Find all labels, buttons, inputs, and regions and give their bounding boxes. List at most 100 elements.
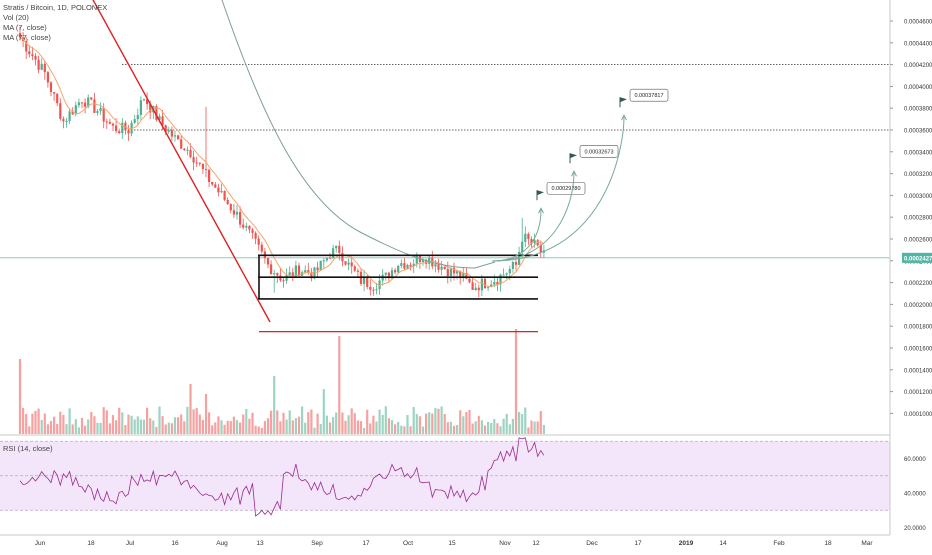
volume-bar [142, 419, 146, 434]
time-tick-label: 2019 [679, 540, 694, 547]
volume-bar [93, 416, 96, 434]
volume-bar [257, 426, 260, 434]
volume-bar [161, 416, 164, 434]
candle-body [490, 284, 493, 288]
candle-body [167, 130, 170, 132]
volume-bar [149, 418, 152, 434]
volume-bar [375, 421, 378, 434]
candle-body [437, 264, 440, 270]
price-tick-label: 0.00010000 [904, 412, 932, 418]
time-axis: Jun 18 Jul 16 Aug 13 Sep 17 Oct 15 Nov 12 Dec 17 2019 1… [35, 540, 874, 547]
candle-body [335, 245, 338, 249]
candle-body [235, 211, 239, 215]
volume-bar [539, 411, 542, 434]
volume-bar [173, 417, 177, 434]
volume-bar [201, 419, 204, 434]
candle-body [400, 263, 403, 266]
volume-bar [294, 418, 297, 434]
volume-bar [332, 417, 335, 434]
volume-bar [130, 415, 133, 434]
volume-bar [434, 408, 437, 434]
candle-body [49, 82, 53, 93]
volume-bar [366, 409, 369, 434]
candle-body [421, 259, 425, 263]
time-tick-label: Jul [126, 540, 135, 547]
candle-body [353, 266, 356, 271]
volume-bar [446, 422, 449, 434]
volume-bar [288, 410, 291, 434]
volume-bar [477, 415, 480, 434]
time-tick-label: 12 [532, 540, 540, 547]
candle-body [403, 263, 406, 269]
time-tick-label: Nov [499, 540, 511, 547]
candle-body [18, 33, 22, 38]
volume-bar [251, 412, 254, 434]
volume-bar [363, 427, 366, 434]
volume-bar [474, 421, 477, 434]
volume-bar [353, 413, 356, 434]
candle-body [223, 190, 226, 200]
volume-bar [124, 425, 127, 434]
volume-bar [115, 420, 118, 434]
volume-bar [158, 406, 161, 434]
candle-body [211, 181, 214, 185]
candle-body [471, 282, 474, 290]
time-tick-label: Jun [35, 540, 46, 547]
volume-bar [208, 412, 211, 434]
volume-bar [282, 412, 285, 434]
time-tick-label: Dec [586, 540, 598, 547]
candle-body [56, 93, 59, 104]
volume-bar [465, 411, 468, 434]
legend-ma-fast[interactable]: MA (7, close) [3, 23, 47, 32]
candle-body [282, 280, 285, 282]
volume-bar [155, 426, 158, 434]
volume-bar [254, 425, 257, 434]
volume-bar [263, 420, 266, 434]
candle-body [474, 287, 477, 290]
volume-bar [459, 410, 462, 434]
candle-body [465, 273, 468, 279]
candle-body [363, 277, 366, 284]
candle-body [425, 259, 428, 264]
volume-bar [220, 420, 223, 434]
candle-body [239, 211, 242, 225]
time-tick-label: 18 [87, 540, 95, 547]
candle-body [449, 267, 452, 276]
candle-body [514, 262, 518, 265]
volume-bar [428, 412, 431, 434]
candle-body [533, 240, 536, 244]
volume-bar [518, 411, 521, 434]
volume-bar [456, 425, 459, 434]
volume-bar [437, 408, 440, 434]
candle-body [59, 103, 62, 119]
legend-ma-slow[interactable]: MA (77, close) [3, 33, 51, 42]
candle-body [412, 263, 415, 267]
candle-body [468, 278, 471, 283]
candle-body [99, 107, 102, 112]
candle-body [307, 270, 310, 273]
candle-body [136, 114, 139, 120]
volume-bar [415, 414, 418, 434]
candle-body [322, 260, 325, 262]
volume-bar [325, 415, 328, 434]
candle-body [406, 264, 409, 269]
candle-body [387, 272, 390, 279]
candle-body [384, 272, 387, 275]
candle-body [260, 244, 263, 252]
candle-body [146, 99, 149, 105]
candle-body [508, 268, 511, 274]
legend-rsi[interactable]: RSI (14, close) [3, 444, 53, 453]
candle-body [462, 273, 465, 279]
projection-arrow [621, 114, 627, 121]
volume-bar [356, 420, 359, 434]
volume-bar [480, 420, 483, 434]
legend-volume[interactable]: Vol (20) [3, 13, 29, 22]
projection-arrow [571, 170, 577, 177]
projection-arc [491, 172, 575, 262]
target-label-box [629, 88, 669, 102]
